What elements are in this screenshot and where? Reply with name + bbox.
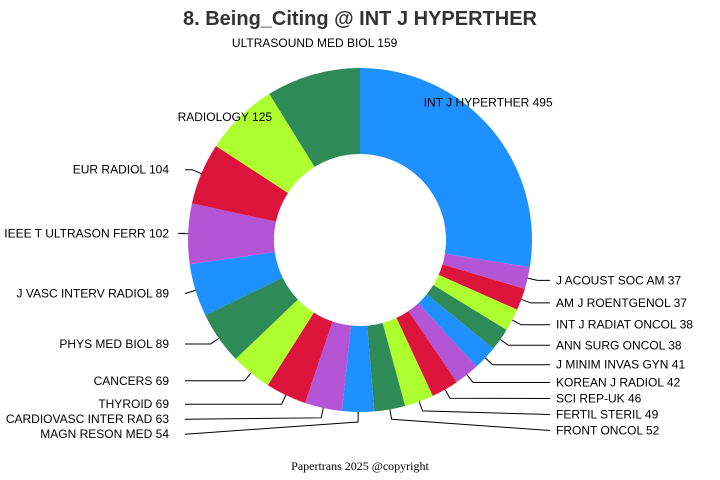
slice-label-int-j-hyperther: INT J HYPERTHER 495 [424,95,553,109]
leader-line-cancers [185,372,252,382]
slice-int-j-hyperther [360,68,532,268]
slice-label-eur-radiol: EUR RADIOL 104 [73,163,170,177]
leader-line-front-oncol [389,409,551,432]
leader-line-sci-rep-uk [444,389,551,400]
slice-radiology [215,93,315,193]
slice-label-radiology: RADIOLOGY 125 [178,110,273,124]
slice-ultrasound-med-biol [269,68,360,167]
leader-line-j-vasc-interv-radiol [185,289,196,294]
leader-line-int-j-radiat-oncol [512,319,550,326]
leader-line-ann-surg-oncol [500,339,550,346]
slice-front-oncol [367,322,406,412]
leader-line-phys-med-biol [185,337,220,345]
leader-line-am-j-roentgenol [521,298,550,304]
slice-label-cancers: CANCERS 69 [94,374,170,388]
slice-cancers [235,299,314,386]
slice-fertil-steril [382,317,433,406]
slice-sci-rep-uk [396,311,457,396]
leader-lines-group [178,169,551,435]
slice-label-j-minim-invas-gyn: J MINIM INVAS GYN 41 [556,358,685,372]
slice-ann-surg-oncol [426,284,507,349]
slice-cardiovasc-inter-rad [305,321,352,412]
slice-j-minim-invas-gyn [418,294,494,367]
leader-line-magn-reson-med [184,411,359,435]
leader-line-cardiovasc-inter-rad [184,407,324,420]
slice-int-j-radiat-oncol [433,274,518,330]
slice-label-ultrasound-med-biol: ULTRASOUND MED BIOL 159 [232,36,398,50]
slice-label-front-oncol: FRONT ONCOL 52 [556,424,660,438]
slice-thyroid [267,312,333,403]
slice-label-magn-reson-med: MAGN RESON MED 54 [40,427,169,441]
leader-line-korean-j-radiol [466,374,550,384]
slice-label-j-acoust-soc-am: J ACOUST SOC AM 37 [556,273,681,287]
slice-label-int-j-radiat-oncol: INT J RADIAT ONCOL 38 [556,318,693,332]
slice-label-am-j-roentgenol: AM J ROENTGENOL 37 [556,296,687,310]
slice-phys-med-biol [205,277,298,359]
leader-line-thyroid [185,394,287,405]
chart-title: 8. Being_Citing @ INT J HYPERTHER [183,8,538,30]
leader-line-j-minim-invas-gyn [484,357,550,366]
slice-label-ann-surg-oncol: ANN SURG ONCOL 38 [556,338,682,352]
slices-group [188,68,532,412]
slice-magn-reson-med [342,325,375,412]
slice-label-cardiovasc-inter-rad: CARDIOVASC INTER RAD 63 [6,412,169,426]
slice-label-phys-med-biol: PHYS MED BIOL 89 [59,337,169,351]
slice-am-j-roentgenol [438,264,525,310]
slice-j-acoust-soc-am [442,253,530,289]
slice-label-thyroid: THYROID 69 [98,397,169,411]
slice-korean-j-radiol [408,303,477,383]
slice-label-sci-rep-uk: SCI REP-UK 46 [556,392,642,406]
leader-line-eur-radiol [185,169,202,175]
slice-label-korean-j-radiol: KOREAN J RADIOL 42 [556,376,681,390]
slice-labels-group: INT J HYPERTHER 495 RADIOLOGY 125 ULTRASOU… [4,36,693,441]
slice-eur-radiol [191,145,288,222]
copyright-footer: Papertrans 2025 @copyright [291,459,429,473]
slice-j-vasc-interv-radiol [189,252,283,316]
slice-label-fertil-steril: FERTIL STERIL 49 [556,408,659,422]
leader-line-j-acoust-soc-am [527,277,550,281]
slice-label-ieee-t-ultrason-ferr: IEEE T ULTRASON FERR 102 [4,226,169,240]
leader-line-fertil-steril [418,401,551,416]
slice-ieee-t-ultrason-ferr [188,203,276,265]
slice-label-j-vasc-interv-radiol: J VASC INTERV RADIOL 89 [17,286,170,300]
